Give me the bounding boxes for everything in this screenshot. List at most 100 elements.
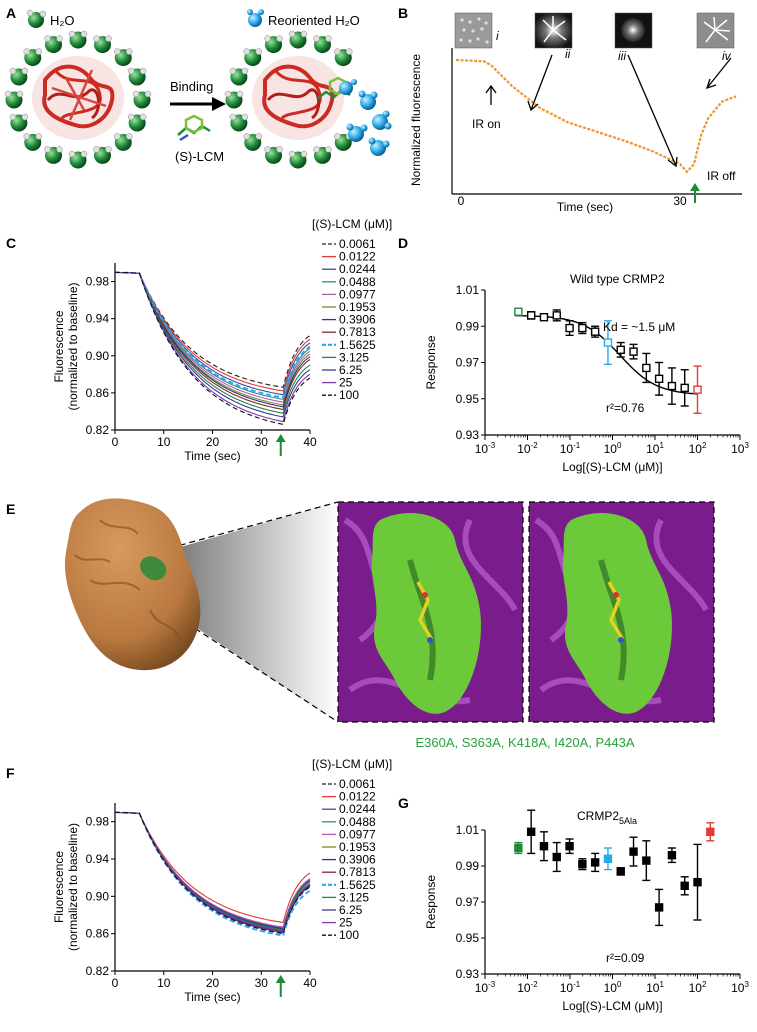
water-molecule-icon bbox=[229, 67, 249, 86]
x-tick-label: 0 bbox=[112, 435, 119, 449]
data-point bbox=[654, 888, 664, 927]
y-tick-label: 0.98 bbox=[86, 815, 110, 829]
binding-label: Binding bbox=[170, 79, 213, 94]
series-line bbox=[114, 271, 311, 411]
chart-g-title: CRMP25Ala bbox=[577, 809, 637, 826]
water-molecule-icon bbox=[44, 146, 63, 164]
chart-c: 0.82 0.86 0.90 0.94 0.98 0 10 20 30 40 Time (sec) F… bbox=[52, 217, 392, 463]
water-legend-label: H₂O bbox=[50, 13, 75, 28]
x-axis-label: Log[(S)-LCM (μM)] bbox=[562, 999, 662, 1013]
water-molecule-icon bbox=[68, 150, 88, 169]
y-tick-label: 0.82 bbox=[86, 964, 110, 978]
y-tick-label: 0.97 bbox=[456, 356, 480, 370]
data-point bbox=[552, 309, 561, 322]
legend-entry: 100 bbox=[339, 928, 359, 942]
data-point bbox=[552, 841, 561, 873]
series-line bbox=[114, 811, 311, 931]
chart-b-ylabel: Normalized fluorescence bbox=[409, 54, 423, 186]
y-axis-label-2: (normalized to baseline) bbox=[66, 282, 80, 410]
water-molecule-icon bbox=[44, 35, 63, 54]
legend-entry: 0.0122 bbox=[339, 790, 376, 804]
legend-entry: 0.0977 bbox=[339, 827, 376, 841]
data-point bbox=[629, 836, 638, 867]
water-molecule-icon bbox=[9, 113, 29, 132]
inset-iv-label: iv bbox=[722, 49, 732, 63]
series-line bbox=[114, 811, 311, 932]
water-molecule-icon bbox=[334, 133, 353, 151]
legend-entry: 0.0977 bbox=[339, 287, 376, 301]
legend-entry: 1.5625 bbox=[339, 878, 376, 892]
x-tick-label: 102 bbox=[689, 441, 707, 456]
y-tick-label: 0.82 bbox=[86, 423, 110, 437]
chart-g: 0.93 0.95 0.97 0.99 1.01 10-3 10-2 10-1 100 101 10… bbox=[424, 809, 749, 1013]
water-molecule-icon bbox=[93, 146, 112, 164]
legend-entry: 0.0244 bbox=[339, 262, 376, 276]
series-line bbox=[114, 811, 311, 935]
chart-g-r2-label: r²=0.09 bbox=[606, 951, 645, 965]
chart-b-trace bbox=[455, 58, 737, 174]
x-tick-label: 10-1 bbox=[560, 441, 581, 456]
panel-label-a: A bbox=[6, 5, 16, 21]
series-line bbox=[114, 811, 311, 934]
data-point bbox=[514, 841, 523, 855]
water-molecule-icon bbox=[264, 146, 283, 164]
legend-entry: 0.7813 bbox=[339, 325, 376, 339]
x-tick-label: 101 bbox=[646, 980, 664, 995]
chart-d-r2-label: r²=0.76 bbox=[606, 401, 645, 415]
reoriented-water-legend-label: Reoriented H₂O bbox=[268, 13, 360, 28]
x-tick-label: 101 bbox=[646, 441, 664, 456]
x-tick-label: 102 bbox=[689, 980, 707, 995]
x-tick-label: 10 bbox=[157, 976, 171, 990]
water-molecule-icon bbox=[9, 67, 29, 86]
legend-entry: 6.25 bbox=[339, 363, 363, 377]
protein-surface bbox=[64, 498, 201, 671]
water-molecule-icon bbox=[264, 35, 283, 54]
data-point bbox=[642, 352, 651, 384]
y-tick-label: 0.90 bbox=[86, 889, 110, 903]
data-point bbox=[603, 320, 613, 366]
legend-entry: 0.1953 bbox=[339, 840, 376, 854]
ir-on-label: IR on bbox=[472, 117, 501, 131]
water-molecule-icon bbox=[23, 133, 42, 151]
inset-iv-thumbnail bbox=[696, 12, 735, 49]
y-tick-label: 0.98 bbox=[86, 275, 110, 289]
chart-d-title: Wild type CRMP2 bbox=[570, 272, 665, 286]
chart-b-tick-30: 30 bbox=[673, 194, 687, 208]
panel-label-e: E bbox=[6, 501, 15, 517]
water-molecule-icon bbox=[114, 133, 133, 151]
binding-site-zoom-right bbox=[529, 502, 714, 722]
y-tick-label: 0.95 bbox=[456, 392, 480, 406]
panel-label-b: B bbox=[398, 5, 408, 21]
chart-b-line bbox=[455, 58, 737, 174]
series-line bbox=[114, 271, 311, 418]
y-axis-label-2: (normalized to baseline) bbox=[66, 823, 80, 951]
x-tick-label: 0 bbox=[112, 976, 119, 990]
series-line bbox=[114, 811, 311, 937]
series-line bbox=[114, 271, 311, 392]
x-tick-label: 30 bbox=[255, 435, 269, 449]
ligand-molecule-icon bbox=[177, 114, 211, 142]
data-point bbox=[616, 341, 625, 358]
water-molecule-icon bbox=[23, 48, 42, 67]
series-line bbox=[114, 271, 311, 426]
x-tick-label: 10 bbox=[157, 435, 171, 449]
water-molecule-icon bbox=[127, 67, 147, 86]
protein-ribbon-left bbox=[32, 56, 124, 140]
x-tick-label: 10-3 bbox=[475, 980, 496, 995]
zoom-frame-left bbox=[337, 501, 524, 723]
y-tick-label: 0.94 bbox=[86, 312, 110, 326]
y-tick-label: 0.99 bbox=[456, 859, 480, 873]
panel-label-c: C bbox=[6, 235, 16, 251]
legend-entry: 0.3906 bbox=[339, 313, 376, 327]
y-tick-label: 1.01 bbox=[456, 823, 480, 837]
water-molecule-icon bbox=[229, 113, 249, 132]
data-point bbox=[693, 365, 702, 414]
data-point bbox=[642, 840, 651, 882]
legend-title: [(S)-LCM (μM)] bbox=[312, 217, 392, 231]
zoom-frame-right bbox=[528, 501, 715, 723]
y-tick-label: 0.95 bbox=[456, 931, 480, 945]
x-tick-label: 103 bbox=[731, 980, 749, 995]
water-molecule-icon bbox=[127, 113, 147, 132]
chart-b-tick-0: 0 bbox=[458, 194, 465, 208]
x-tick-label: 20 bbox=[206, 435, 220, 449]
